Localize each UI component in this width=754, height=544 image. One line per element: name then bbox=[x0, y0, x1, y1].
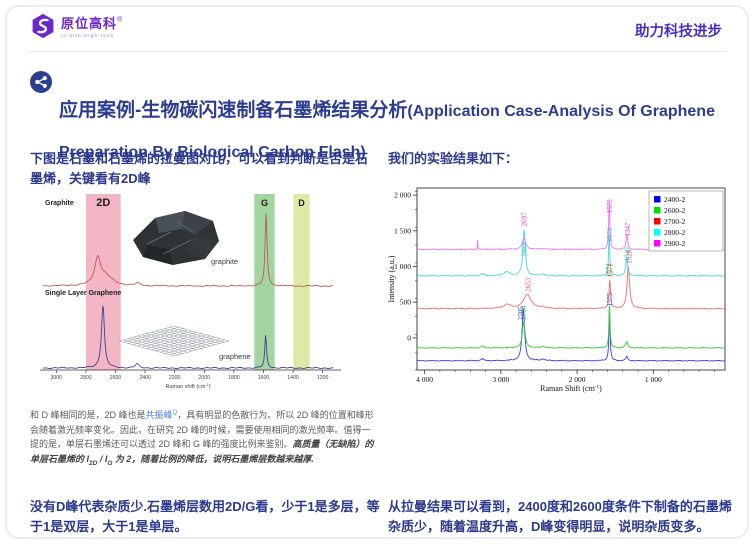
page-title-zh: 应用案例-生物碳闪速制备石墨烯结果分析 bbox=[59, 100, 408, 122]
svg-text:2600-2: 2600-2 bbox=[664, 206, 685, 215]
svg-text:2800: 2800 bbox=[80, 375, 92, 381]
svg-text:Graphite: Graphite bbox=[45, 200, 74, 207]
svg-text:2697: 2697 bbox=[521, 212, 529, 227]
svg-text:1 000: 1 000 bbox=[394, 262, 411, 271]
registered-mark: ® bbox=[117, 16, 123, 24]
svg-text:2705: 2705 bbox=[517, 306, 525, 321]
series-2800-2 bbox=[416, 230, 726, 277]
svg-text:1571: 1571 bbox=[605, 262, 613, 277]
chart-legend: 2400-2 2600-2 2700-2 2800-2 2900-2 bbox=[648, 190, 724, 252]
header-divider bbox=[28, 51, 726, 52]
svg-text:1200: 1200 bbox=[317, 375, 329, 381]
header-slogan: 助力科技进步 bbox=[635, 24, 722, 40]
company-logo-text: 原位高科® In-situ High-tech bbox=[61, 16, 122, 39]
company-subtitle: In-situ High-tech bbox=[61, 33, 115, 38]
svg-text:2000: 2000 bbox=[199, 375, 211, 381]
raman-comparison-svg: 2D G D Graphite Single Layer Graphene graphit… bbox=[40, 194, 341, 390]
svg-text:3 000: 3 000 bbox=[492, 375, 509, 384]
page-title-en: (Application Case-Analysis Of Graphene P… bbox=[59, 103, 715, 162]
svg-text:2 000: 2 000 bbox=[569, 375, 586, 384]
svg-text:1578: 1578 bbox=[606, 199, 614, 214]
resonance-peak-link[interactable]: 共振峰 bbox=[145, 410, 173, 420]
svg-text:Raman shift (cm-1): Raman shift (cm-1) bbox=[165, 383, 210, 390]
company-name: 原位高科 bbox=[61, 16, 118, 31]
svg-text:3000: 3000 bbox=[51, 375, 63, 381]
svg-text:2700: 2700 bbox=[520, 305, 528, 320]
svg-text:1575: 1575 bbox=[606, 292, 614, 307]
experiment-results-svg: 0 500 1 000 1 500 2 000 4 000 3 000 2 000 1 000 R… bbox=[387, 187, 726, 393]
svg-text:1347: 1347 bbox=[624, 222, 632, 237]
svg-text:D: D bbox=[298, 198, 305, 208]
svg-text:4 000: 4 000 bbox=[416, 375, 433, 384]
series-2400-2 bbox=[417, 308, 726, 362]
svg-text:graphene: graphene bbox=[219, 352, 251, 361]
svg-text:1328: 1328 bbox=[626, 249, 634, 264]
svg-text:1 500: 1 500 bbox=[394, 226, 411, 235]
caption-part1: 和 D 峰相同的是，2D 峰也是 bbox=[30, 410, 146, 420]
page-title: 应用案例-生物碳闪速制备石墨烯结果分析(Application Case-Ana… bbox=[59, 85, 730, 167]
svg-text:Raman Shift (cm-1): Raman Shift (cm-1) bbox=[540, 384, 602, 393]
svg-text:2694: 2694 bbox=[521, 242, 529, 257]
svg-text:Intensity (a.u.): Intensity (a.u.) bbox=[387, 255, 396, 302]
right-conclusion-text: 从拉曼结果可以看到，2400度和2600度条件下制备的石墨烯杂质少，随着温度升高… bbox=[388, 499, 732, 535]
right-intro-text: 我们的实验结果如下： bbox=[388, 151, 519, 166]
svg-text:500: 500 bbox=[400, 298, 412, 307]
company-logo-icon bbox=[32, 13, 54, 39]
caption-emphasis: 高质量（无缺陷）的单层石墨烯的 I2D / IG 为 2，随着比例的降低，说明石… bbox=[30, 439, 374, 467]
svg-text:2800-2: 2800-2 bbox=[664, 228, 685, 237]
svg-text:2200: 2200 bbox=[169, 375, 181, 381]
svg-text:2D: 2D bbox=[96, 197, 110, 209]
svg-text:2400: 2400 bbox=[139, 375, 151, 381]
svg-text:1400: 1400 bbox=[287, 375, 299, 381]
share-nodes-icon bbox=[30, 71, 52, 93]
graphene-lattice-image bbox=[118, 325, 230, 357]
svg-text:1600: 1600 bbox=[258, 375, 270, 381]
series-2600-2 bbox=[416, 305, 726, 349]
svg-text:1579: 1579 bbox=[606, 227, 614, 242]
svg-text:1571: 1571 bbox=[606, 263, 614, 278]
svg-text:G: G bbox=[261, 198, 268, 208]
raman-comparison-chart: 2D G D Graphite Single Layer Graphene graphit… bbox=[33, 188, 365, 395]
left-conclusion-text: 没有D峰代表杂质少.石墨烯层数用2D/G看，少于1是多层，等于1是双层，大于1是… bbox=[30, 499, 380, 535]
svg-text:2600: 2600 bbox=[110, 375, 122, 381]
svg-text:2900-2: 2900-2 bbox=[664, 239, 685, 248]
caption-part2: ，具有明显的色散行为。所以 2D 峰的位置和峰形会随着激光频率变化。因此，在研究… bbox=[30, 410, 374, 450]
graphite-rock-image bbox=[133, 211, 219, 265]
svg-text:Single Layer Graphene: Single Layer Graphene bbox=[45, 290, 121, 297]
company-logo: 原位高科® In-situ High-tech bbox=[30, 13, 122, 39]
svg-text:1 000: 1 000 bbox=[645, 375, 662, 384]
svg-text:graphite: graphite bbox=[211, 257, 238, 266]
svg-text:2653: 2653 bbox=[524, 277, 532, 292]
experiment-results-chart: 0 500 1 000 1 500 2 000 4 000 3 000 2 000 1 000 R… bbox=[385, 182, 733, 395]
svg-text:2700-2: 2700-2 bbox=[664, 217, 685, 226]
series-2700-2 bbox=[417, 266, 726, 310]
svg-text:0: 0 bbox=[407, 333, 411, 342]
svg-text:2400-2: 2400-2 bbox=[664, 195, 685, 204]
svg-text:1800: 1800 bbox=[228, 375, 240, 381]
svg-text:2 000: 2 000 bbox=[394, 191, 411, 200]
left-intro-text: 下图是石墨和石墨烯的拉曼图对比，可以看到判断是否是石墨烯，关键看有2D峰 bbox=[30, 151, 369, 187]
left-chart-caption: 和 D 峰相同的是，2D 峰也是共振峰Q，具有明显的色散行为。所以 2D 峰的位… bbox=[30, 408, 374, 469]
reference-superscript[interactable]: Q bbox=[172, 410, 178, 416]
title-row: 应用案例-生物碳闪速制备石墨烯结果分析(Application Case-Ana… bbox=[30, 64, 730, 189]
svg-text:1349: 1349 bbox=[624, 247, 632, 262]
